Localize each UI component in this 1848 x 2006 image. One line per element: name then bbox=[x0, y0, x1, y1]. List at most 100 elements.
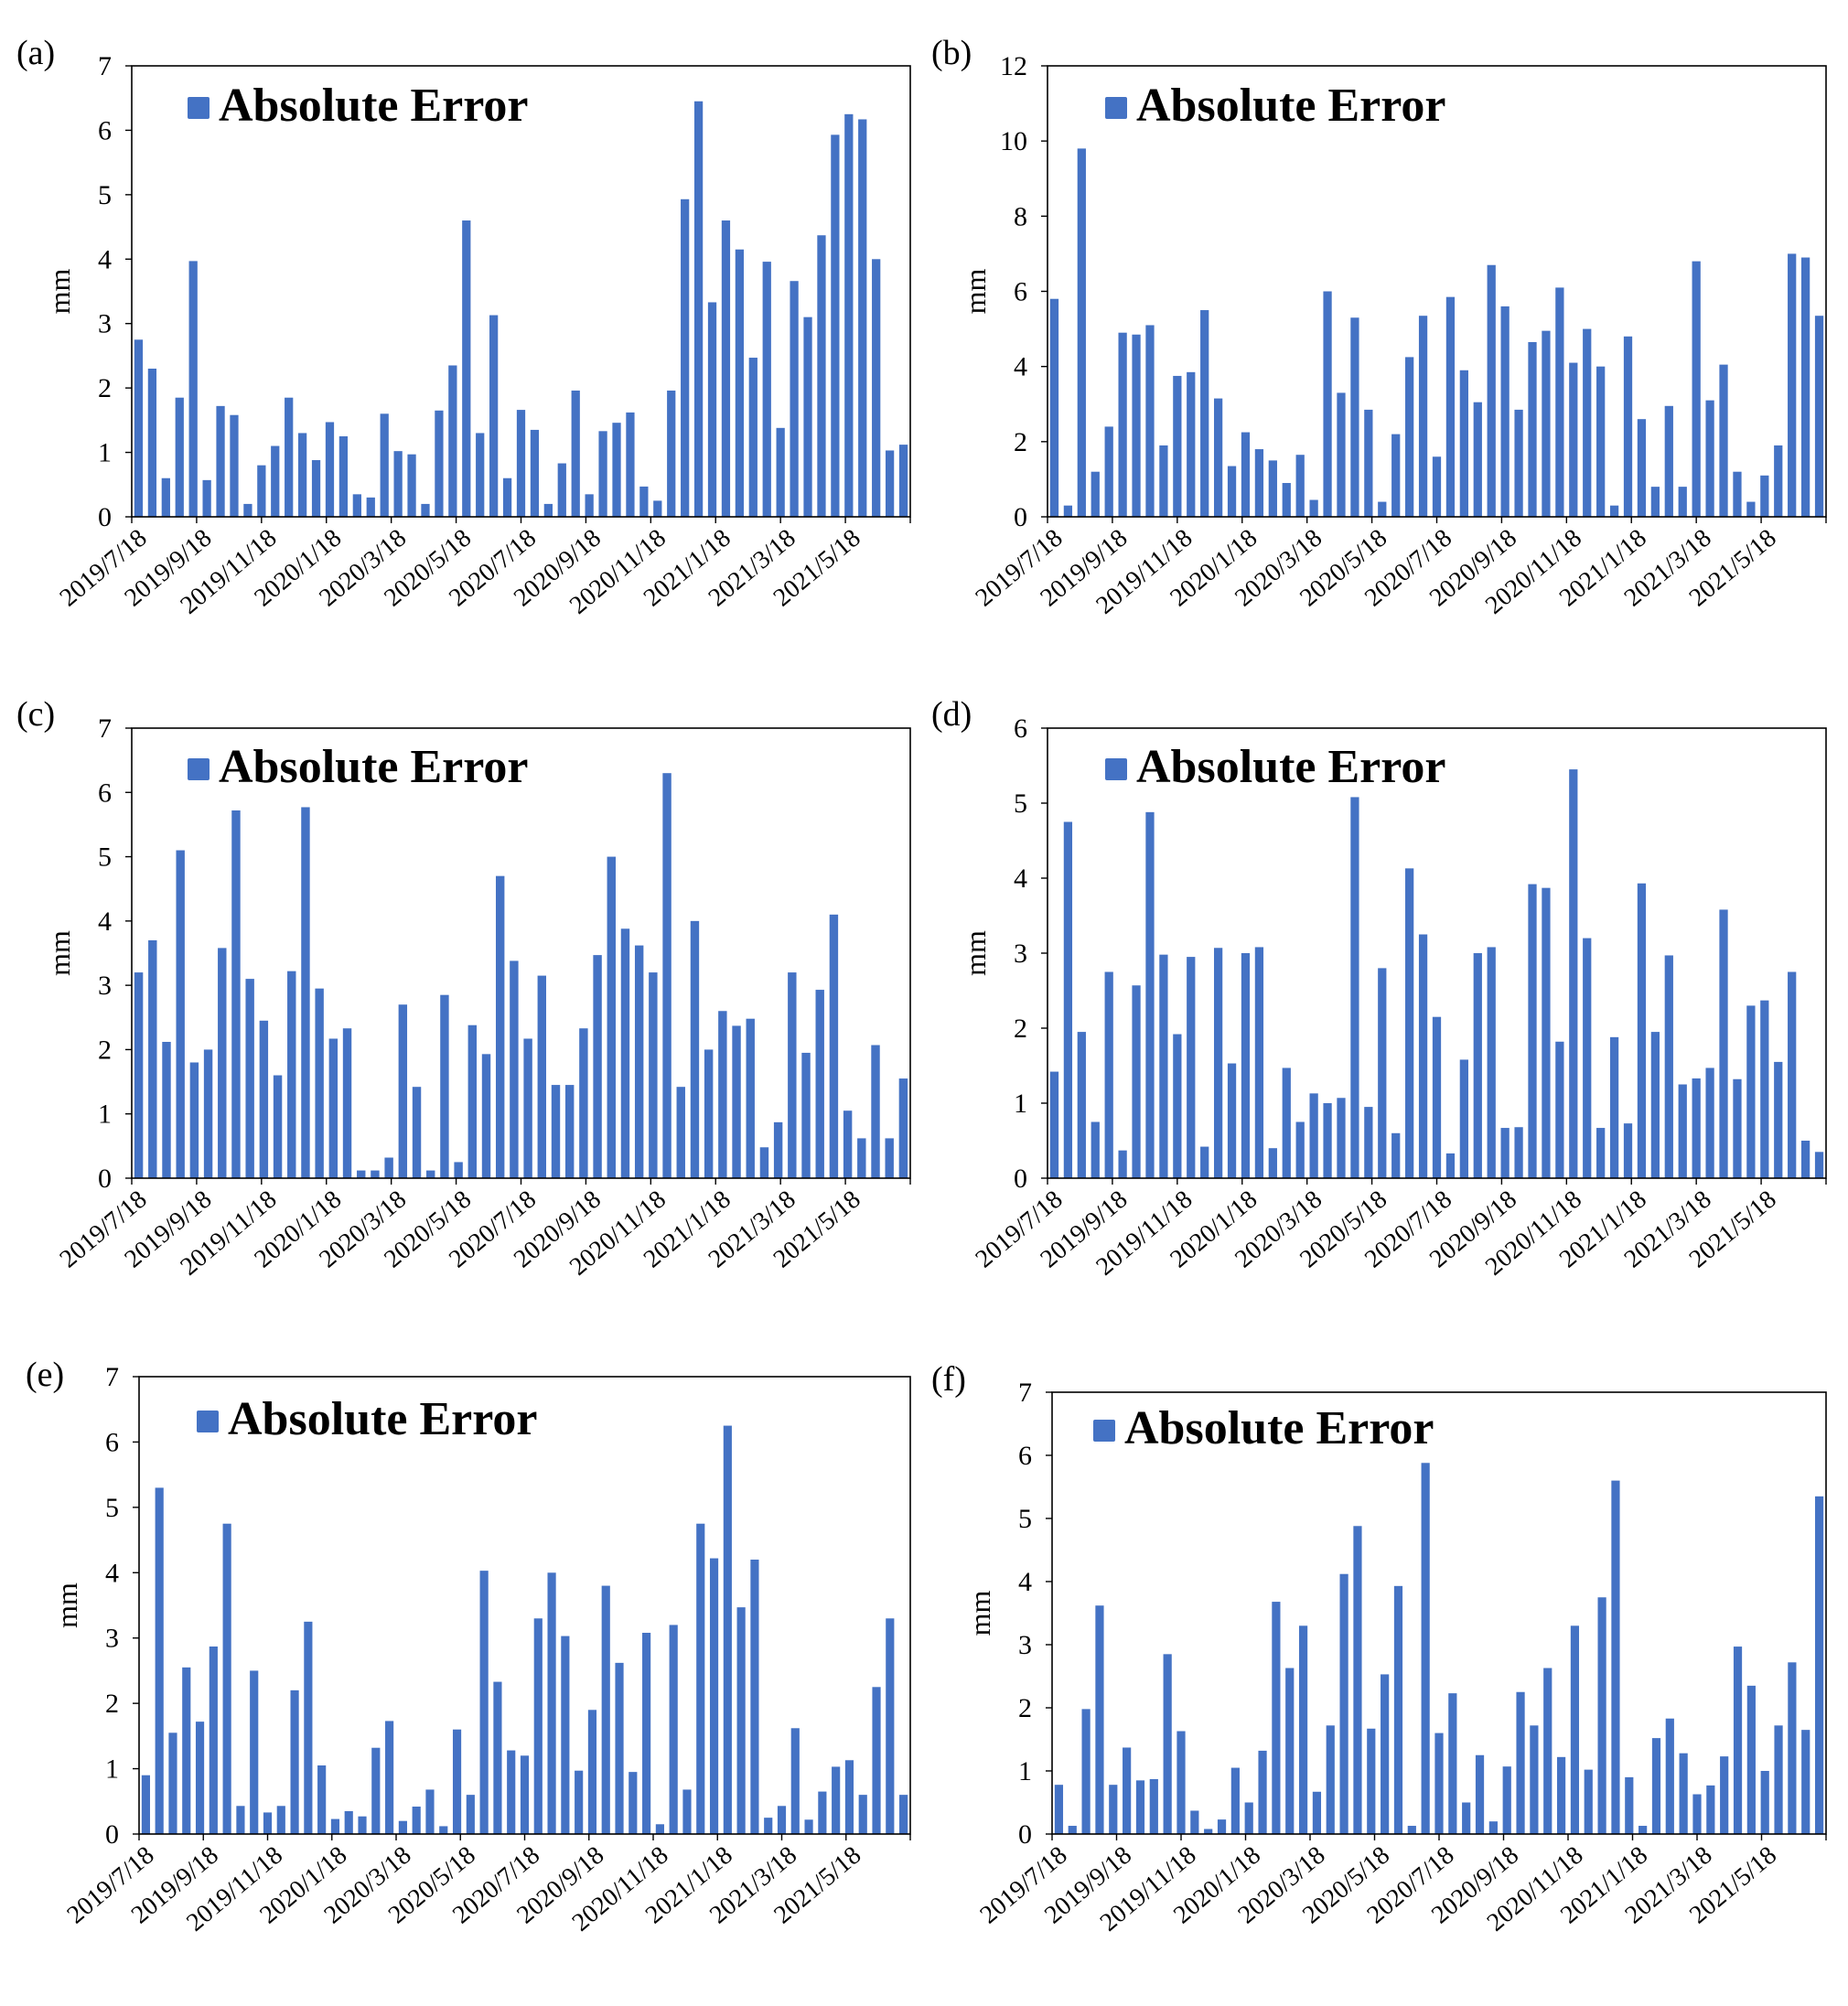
bar bbox=[1555, 287, 1564, 517]
bar bbox=[1459, 1059, 1468, 1178]
bar bbox=[1432, 456, 1442, 517]
y-tick-label: 4 bbox=[1014, 864, 1027, 894]
bar bbox=[776, 427, 785, 517]
bar bbox=[1049, 1071, 1059, 1178]
bar bbox=[1788, 253, 1797, 517]
y-tick-label: 0 bbox=[98, 1164, 112, 1194]
y-tick-label: 1 bbox=[98, 438, 112, 468]
bar bbox=[1213, 948, 1223, 1178]
bar bbox=[1145, 325, 1155, 517]
bar bbox=[393, 451, 403, 517]
bar bbox=[1159, 445, 1168, 517]
bar bbox=[721, 220, 731, 517]
y-tick-label: 6 bbox=[1014, 277, 1027, 307]
bar bbox=[1337, 1098, 1346, 1178]
bar bbox=[723, 1425, 732, 1834]
bar bbox=[1814, 316, 1824, 517]
bar bbox=[1623, 1123, 1633, 1178]
bar bbox=[510, 960, 519, 1178]
bar bbox=[579, 1028, 588, 1178]
bar bbox=[1135, 1780, 1145, 1834]
bar bbox=[1077, 148, 1086, 517]
bar bbox=[222, 1523, 231, 1834]
bar bbox=[1760, 1771, 1769, 1834]
bar bbox=[344, 1811, 353, 1834]
bar bbox=[1746, 501, 1756, 517]
y-tick-label: 2 bbox=[105, 1689, 119, 1719]
bar bbox=[1679, 1753, 1688, 1834]
chart-panel-b: (b)024681012mm2019/7/182019/9/182019/11/… bbox=[931, 34, 1827, 620]
bar bbox=[1596, 366, 1606, 517]
bar bbox=[502, 477, 512, 517]
bar bbox=[1241, 432, 1251, 517]
bar bbox=[1788, 1662, 1797, 1834]
bar bbox=[1542, 887, 1551, 1178]
y-tick-label: 3 bbox=[105, 1624, 119, 1654]
bar bbox=[1326, 1725, 1335, 1834]
bar bbox=[667, 390, 676, 517]
bar bbox=[1200, 1146, 1209, 1178]
bar bbox=[612, 423, 621, 517]
bar bbox=[1448, 1693, 1457, 1834]
bar bbox=[134, 339, 144, 517]
bar bbox=[1609, 505, 1619, 517]
bar bbox=[297, 433, 307, 517]
bar bbox=[898, 1078, 908, 1178]
bar bbox=[1204, 1829, 1213, 1834]
bar bbox=[732, 1025, 741, 1178]
panel-label: (b) bbox=[931, 34, 972, 72]
y-tick-label: 0 bbox=[105, 1819, 119, 1850]
bar bbox=[1597, 1597, 1606, 1834]
bar bbox=[243, 503, 252, 517]
bar bbox=[1596, 1128, 1606, 1178]
bar bbox=[693, 101, 704, 518]
chart-panel-a: (a)01234567mm2019/7/182019/9/182019/11/1… bbox=[16, 34, 911, 620]
bar bbox=[1692, 261, 1701, 517]
y-axis-label: mm bbox=[43, 930, 76, 976]
bar bbox=[1081, 1709, 1091, 1834]
bar bbox=[263, 1812, 273, 1834]
bar bbox=[236, 1806, 245, 1834]
bar bbox=[273, 1075, 283, 1178]
y-tick-label: 2 bbox=[98, 1035, 112, 1065]
bar bbox=[1295, 1121, 1305, 1178]
bar bbox=[1227, 1063, 1237, 1178]
bar bbox=[748, 358, 757, 517]
bar bbox=[425, 1789, 435, 1834]
bar bbox=[899, 1795, 908, 1834]
bar bbox=[1217, 1819, 1227, 1834]
bar bbox=[1309, 1093, 1318, 1178]
bar bbox=[371, 1170, 380, 1178]
y-tick-label: 7 bbox=[105, 1362, 119, 1392]
bar bbox=[844, 113, 854, 517]
bar bbox=[676, 1087, 685, 1178]
bar bbox=[290, 1690, 299, 1834]
bar bbox=[230, 414, 239, 517]
bar bbox=[398, 1004, 408, 1178]
bar bbox=[520, 1755, 530, 1834]
y-axis-label: mm bbox=[50, 1582, 83, 1628]
bar bbox=[585, 494, 594, 517]
bar bbox=[231, 810, 241, 1178]
bar bbox=[1145, 811, 1155, 1178]
bar bbox=[1227, 466, 1237, 517]
bar bbox=[1381, 1674, 1390, 1834]
bar bbox=[1609, 1036, 1619, 1178]
bar bbox=[462, 220, 471, 517]
bar bbox=[325, 422, 335, 517]
y-tick-label: 5 bbox=[1018, 1504, 1032, 1534]
bar bbox=[844, 1760, 854, 1834]
panel-label: (d) bbox=[931, 695, 972, 734]
bar bbox=[655, 1824, 664, 1834]
y-tick-label: 0 bbox=[1014, 1164, 1027, 1194]
bar bbox=[175, 397, 184, 517]
bar bbox=[1421, 1463, 1430, 1834]
bar bbox=[1692, 1078, 1701, 1178]
bar bbox=[696, 1523, 705, 1834]
bar bbox=[1405, 868, 1414, 1178]
bar bbox=[1391, 434, 1401, 517]
bar bbox=[516, 410, 526, 517]
legend-label: Absolute Error bbox=[219, 80, 528, 132]
bar bbox=[1800, 257, 1810, 517]
legend-label: Absolute Error bbox=[219, 741, 528, 793]
